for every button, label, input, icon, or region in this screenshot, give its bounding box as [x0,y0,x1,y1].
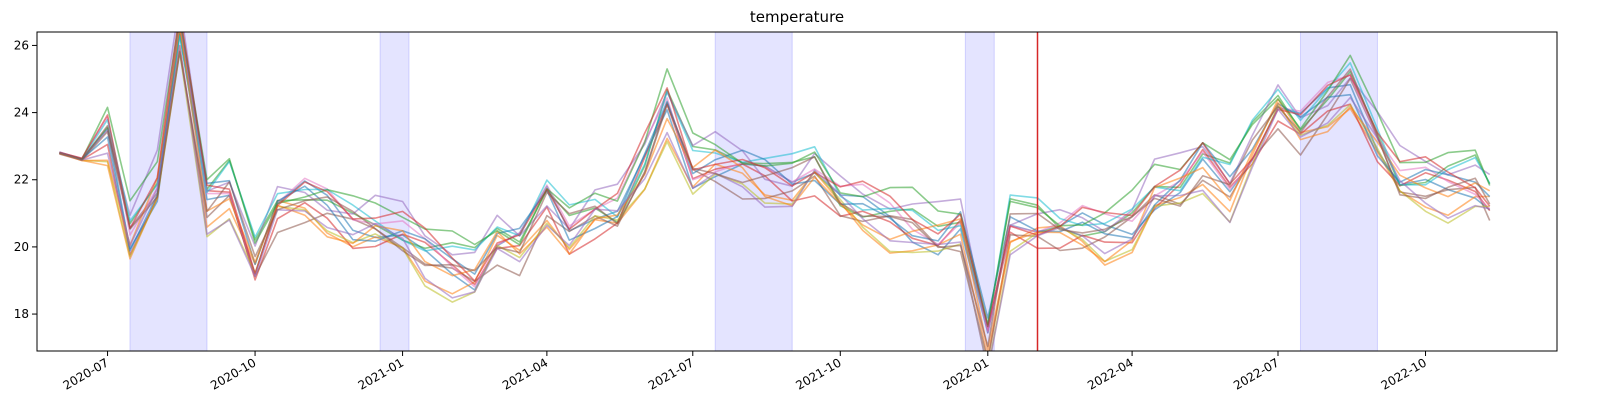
x-tick-label: 2022-07 [1231,355,1281,392]
series-line-13 [59,44,1490,351]
x-tick-label: 2020-07 [61,355,111,392]
series-line-14 [59,51,1491,348]
series-line-10 [59,32,1491,351]
x-tick-label: 2021-10 [793,355,843,392]
x-tick-label: 2022-04 [1085,355,1135,392]
y-tick-label: 26 [14,38,29,52]
series-line-8 [59,35,1491,328]
series-lines [59,32,1491,351]
chart-title: temperature [750,8,844,26]
series-line-7 [59,51,1490,351]
x-tick-label: 2022-01 [941,355,991,392]
x-axis: 2020-07 2020-10 2021-01 2021-04 2021-07 2021-… [61,351,1429,393]
y-tick-label: 22 [14,173,29,187]
series-line-2 [59,32,1491,327]
plot-area-frame [36,31,1558,352]
x-tick-label: 2021-04 [500,355,550,392]
y-axis: 18 20 22 24 26 [14,38,37,321]
series-line-4 [59,32,1491,334]
x-tick-label: 2020-10 [208,355,258,392]
y-tick-label: 20 [14,240,29,254]
y-tick-label: 18 [14,307,29,321]
x-tick-label: 2021-01 [356,355,406,392]
x-tick-label: 2022-10 [1379,355,1429,392]
shaded-span-1 [379,31,410,352]
series-line-11 [59,32,1491,326]
series-line-1 [59,45,1490,351]
series-line-12 [59,32,1491,328]
y-tick-label: 24 [14,106,29,120]
shaded-span-2 [714,31,793,352]
x-tick-label: 2021-07 [646,355,696,392]
